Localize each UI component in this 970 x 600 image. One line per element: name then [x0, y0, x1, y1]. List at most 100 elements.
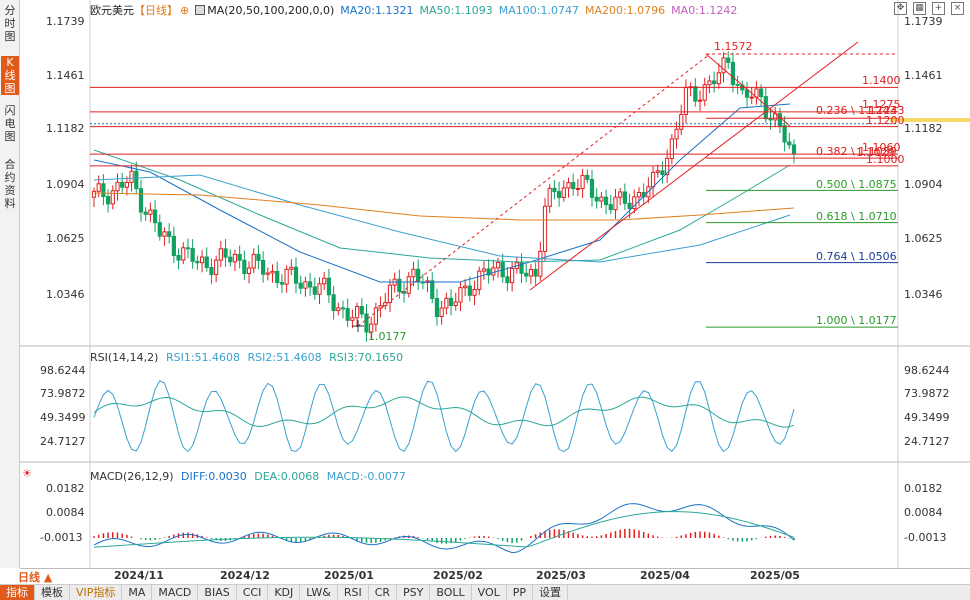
candle-body — [354, 305, 360, 319]
price-axis-left-3: 1.0904 — [46, 178, 85, 191]
rsi-axis-right-0: 98.6244 — [904, 364, 950, 377]
level-11029-label: 1.1029 — [856, 146, 895, 159]
sidebar-tab-flash[interactable]: 闪电图 — [4, 104, 16, 143]
chart-canvas[interactable] — [0, 0, 970, 584]
macd-target-icon[interactable]: ☀ — [22, 467, 32, 480]
macd-dea-line — [93, 511, 795, 548]
macd-header: MACD(26,12,9) DIFF:0.0030 DEA:0.0068 MAC… — [90, 470, 406, 483]
candle-body — [613, 196, 618, 211]
candle-body — [152, 209, 158, 224]
candle-body — [585, 174, 590, 180]
candle-body — [434, 297, 440, 318]
candle-body — [190, 247, 195, 262]
add-icon[interactable]: + — [932, 2, 945, 15]
candle-body — [505, 276, 510, 284]
price-axis-left-2: 1.1182 — [46, 122, 85, 135]
candle-body — [406, 276, 411, 294]
price-axis-right-0: 1.1739 — [904, 15, 943, 28]
settings-icon[interactable]: ⊕ — [180, 3, 190, 17]
tab-macd[interactable]: MACD — [152, 585, 199, 600]
tab-vip-indicators[interactable]: VIP指标 — [70, 585, 123, 600]
candle-body — [712, 80, 717, 85]
grid-icon[interactable]: ▦ — [913, 2, 926, 15]
rsi3-value: RSI3:70.1650 — [329, 351, 404, 364]
candle-body — [580, 174, 585, 189]
sidebar-tab-kline[interactable]: K线图 — [1, 56, 19, 95]
sidebar-tab-timeshare[interactable]: 分时图 — [4, 4, 16, 43]
candle-body — [716, 72, 721, 85]
candle-body — [110, 190, 115, 205]
price-axis-left-5: 1.0346 — [46, 288, 85, 301]
candle-body — [369, 323, 374, 333]
candle-body — [312, 286, 317, 295]
tab-cci[interactable]: CCI — [237, 585, 269, 600]
rsi1-value: RSI1:51.4608 — [165, 351, 241, 364]
candle-body — [627, 202, 632, 209]
price-axis-right-1: 1.1461 — [904, 69, 943, 82]
tab-ma[interactable]: MA — [122, 585, 153, 600]
candle-body — [524, 272, 529, 277]
date-label-4: 2025/03 — [536, 569, 586, 582]
symbol-name[interactable]: 欧元美元 — [90, 4, 134, 17]
tab-kdj[interactable]: KDJ — [268, 585, 301, 600]
candle-body — [491, 267, 496, 276]
candle-body — [486, 268, 491, 276]
fib-0500-label: 0.500 \ 1.0875 — [816, 178, 897, 191]
candle-body — [603, 196, 609, 206]
candle-body — [91, 190, 97, 198]
date-axis: 日线 ▲ 2024/11 2024/12 2025/01 2025/02 202… — [18, 568, 970, 584]
candle-body — [256, 253, 261, 261]
macd-diff-line — [93, 503, 795, 554]
tab-rsi[interactable]: RSI — [338, 585, 369, 600]
candle-body — [397, 278, 402, 293]
candle-body — [439, 307, 444, 318]
tab-template[interactable]: 模板 — [35, 585, 70, 600]
tab-vol[interactable]: VOL — [472, 585, 507, 600]
close-icon[interactable]: × — [951, 2, 964, 15]
high-price-label: 1.1572 — [714, 40, 753, 53]
candle-body — [589, 178, 595, 198]
level-110-label: 1.1000 — [866, 153, 905, 166]
candle-body — [472, 288, 477, 296]
tab-settings[interactable]: 设置 — [533, 585, 569, 600]
rsi-axis-left-1: 73.9872 — [40, 387, 86, 400]
tab-psy[interactable]: PSY — [397, 585, 431, 600]
candle-body — [138, 188, 144, 213]
crosshair-icon[interactable]: ✥ — [894, 2, 907, 15]
candle-body — [148, 209, 153, 215]
candle-body — [594, 196, 599, 202]
candle-body — [557, 191, 562, 198]
chart-header: 欧元美元 【日线】 ⊕ MA(20,50,100,200,0,0) MA20:1… — [90, 2, 737, 18]
candle-body — [726, 57, 731, 63]
ma50-line — [93, 149, 791, 263]
macd-value: MACD:-0.0077 — [326, 470, 406, 483]
candle-body — [275, 270, 280, 284]
ma-square-icon[interactable] — [195, 5, 206, 15]
indicator-tab-bar: 指标 模板 VIP指标 MA MACD BIAS CCI KDJ LW& RSI… — [0, 584, 970, 600]
tab-bias[interactable]: BIAS — [198, 585, 237, 600]
tab-boll[interactable]: BOLL — [430, 585, 472, 600]
period-label[interactable]: 【日线】 — [134, 4, 178, 17]
candle-body — [547, 187, 552, 207]
rsi3-line — [93, 396, 795, 428]
candle-body — [251, 253, 256, 269]
candle-body — [246, 267, 252, 275]
tab-lw[interactable]: LW& — [300, 585, 338, 600]
candle-body — [350, 317, 355, 321]
tab-pp[interactable]: PP — [507, 585, 534, 600]
candle-body — [167, 231, 172, 237]
candle-body — [674, 128, 679, 140]
tab-indicators[interactable]: 指标 — [0, 585, 35, 600]
sidebar-tab-contract[interactable]: 合约资料 — [4, 158, 16, 210]
candle-body — [448, 297, 454, 307]
rsi-axis-left-0: 98.6244 — [40, 364, 86, 377]
fib-0236-label: 0.236 \ 1.1243 — [816, 104, 897, 117]
date-label-1: 2024/12 — [220, 569, 270, 582]
candle-body — [214, 259, 219, 276]
fib-0618-label: 0.618 \ 1.0710 — [816, 210, 897, 223]
period-selector[interactable]: 日线 ▲ — [18, 571, 53, 584]
tab-cr[interactable]: CR — [369, 585, 398, 600]
candle-body — [702, 84, 707, 101]
candle-body — [293, 266, 299, 284]
macd-axis-right-2: -0.0013 — [904, 531, 947, 544]
